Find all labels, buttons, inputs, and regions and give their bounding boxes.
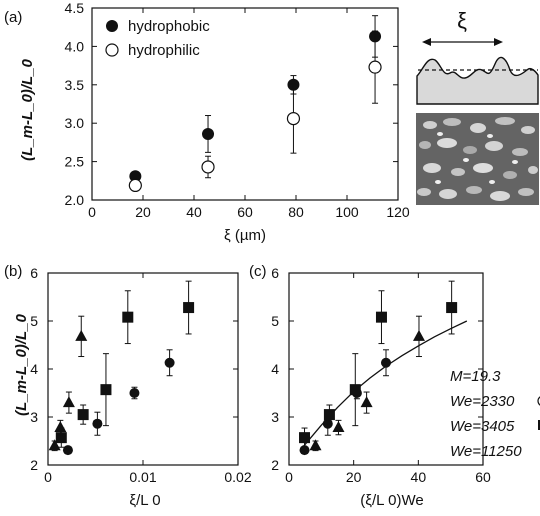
annotation-marker-circle — [537, 396, 540, 406]
y-tick-label: 4.0 — [65, 38, 85, 54]
panel-b-label: (b) — [4, 263, 22, 280]
fit-curve — [301, 320, 468, 449]
data-point-triangle — [62, 396, 75, 408]
x-tick-label: 40 — [186, 204, 202, 220]
data-point-triangle — [309, 439, 322, 451]
x-tick-label: 0 — [285, 469, 293, 485]
legend-hydrophobic-label: hydrophobic — [128, 18, 210, 35]
data-point-square — [55, 432, 67, 444]
data-point-square — [100, 384, 112, 396]
plot-area-2: 0 0.01 0.02 2 3 4 5 6 — [30, 265, 252, 485]
y-tick-label: 6 — [30, 265, 38, 281]
data-point-square — [122, 311, 134, 323]
inset-arrow-left — [422, 38, 431, 46]
y-tick-label: 2.0 — [65, 192, 85, 208]
panel-b: (b) (L_m-L_0)/L_0 ξ/L 0 — [4, 263, 161, 509]
data-point-triangle — [48, 439, 61, 451]
x-tick-label: 0 — [88, 204, 96, 220]
data-point-triangle — [360, 396, 373, 408]
data-point-circle — [202, 127, 215, 140]
y-tick-label: 4 — [271, 361, 279, 377]
roughness-inset: ξ — [416, 8, 539, 205]
data-point-circle — [381, 357, 391, 368]
panel-a-label: (a) — [4, 9, 22, 26]
inset-arrow-right — [494, 38, 503, 46]
data-point-square — [349, 384, 361, 396]
y-tick-label: 5 — [30, 313, 38, 329]
plot-frame — [47, 272, 239, 466]
panel-b-xlabel: ξ/L 0 — [129, 492, 160, 509]
sem-micrograph — [416, 113, 539, 205]
data-point-circle — [129, 170, 142, 183]
data-point-square — [446, 302, 458, 314]
y-tick-label: 3.0 — [65, 115, 85, 131]
x-tick-label: 100 — [335, 204, 359, 220]
data-point-square — [323, 409, 335, 421]
panel-b-ylabel: (L_m-L_0)/L_0 — [13, 314, 30, 416]
data-point-open-circle — [128, 178, 142, 193]
y-tick-label: 3 — [30, 409, 38, 425]
plot-area-3: 0 20 40 60 2 3 4 5 6 — [271, 265, 491, 485]
annotation-marker-square — [538, 420, 540, 430]
x-tick-label: 20 — [135, 204, 151, 220]
y-tick-label: 3 — [271, 409, 279, 425]
panel-a-ylabel: (L_m-L_0)/L_0 — [19, 59, 36, 161]
y-tick-label: 3.5 — [65, 77, 85, 93]
x-tick-label: 60 — [475, 469, 491, 485]
y-tick-label: 5 — [271, 313, 279, 329]
data-point-open-circle — [201, 160, 215, 174]
y-tick-label: 2.5 — [65, 154, 85, 170]
data-point-triangle — [412, 329, 425, 341]
legend-hydrophilic-label: hydrophilic — [128, 42, 200, 59]
annotation-we-11250: We=11250 — [450, 443, 522, 460]
annotation-m: M=19.3 — [450, 368, 501, 385]
data-point-square — [183, 302, 195, 314]
legend-hydrophilic-marker — [105, 43, 119, 57]
inset-xi-label: ξ — [457, 8, 467, 33]
x-tick-label: 120 — [386, 204, 410, 220]
x-tick-label: 80 — [288, 204, 304, 220]
panel-a: (a) (L_m-L_0)/L_0 ξ (µm) hydrophobic hyd… — [4, 9, 266, 244]
y-tick-label: 2 — [30, 457, 38, 473]
data-point-circle — [62, 445, 73, 456]
x-tick-label: 60 — [237, 204, 253, 220]
data-point-square — [299, 432, 311, 444]
annotation-markers — [537, 396, 540, 430]
data-point-triangle — [332, 421, 345, 433]
x-tick-label: 40 — [411, 469, 427, 485]
panel-c-xlabel: (ξ/L 0)We — [360, 492, 423, 509]
data-point-square — [375, 311, 387, 323]
data-point-open-circle — [368, 60, 382, 74]
data-point-triangle — [54, 421, 67, 433]
legend-hydrophobic-marker — [106, 20, 118, 32]
panel-c-label: (c) — [249, 263, 267, 280]
y-tick-label: 4.5 — [65, 0, 85, 16]
x-tick-label: 20 — [346, 469, 362, 485]
data-point-triangle — [75, 329, 88, 341]
roughness-profile — [416, 56, 539, 105]
y-tick-label: 2 — [271, 457, 279, 473]
y-tick-label: 4 — [30, 361, 38, 377]
y-tick-label: 6 — [271, 265, 279, 281]
x-tick-label: 0.01 — [129, 469, 156, 485]
data-point-open-circle — [286, 111, 301, 126]
data-point-circle — [92, 418, 103, 429]
data-point-square — [77, 409, 89, 421]
x-tick-label: 0.02 — [224, 469, 251, 485]
data-point-circle — [164, 357, 175, 368]
x-tick-label: 0 — [44, 469, 52, 485]
plot-area-1: 0 20 40 60 80 100 120 2.0 2.5 3.0 3.5 4.0 4.5 — [65, 0, 410, 220]
data-point-circle — [129, 388, 140, 398]
panel-a-xlabel: ξ (µm) — [224, 227, 266, 244]
